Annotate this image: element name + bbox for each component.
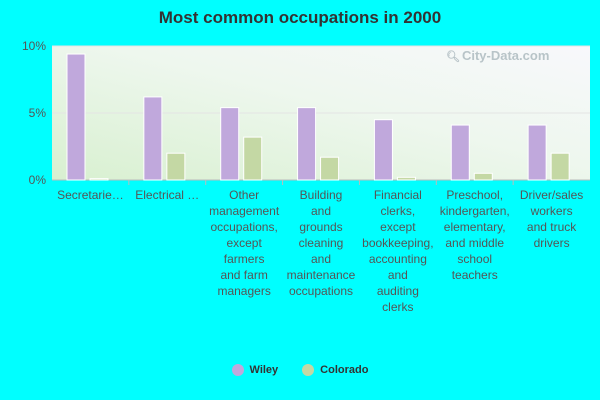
bar-wiley	[220, 107, 240, 181]
x-category-label: Preschool, kindergarten, elementary, and mi…	[440, 188, 510, 282]
legend-item-colorado[interactable]: Colorado	[302, 364, 368, 376]
legend-swatch-colorado	[302, 364, 315, 376]
bar-colorado	[243, 136, 263, 181]
x-category-label: Electrical …	[135, 188, 199, 202]
bar-wiley	[373, 119, 393, 181]
legend-swatch-wiley	[231, 364, 244, 376]
bar-colorado	[473, 172, 493, 181]
watermark-text: City-Data.com	[461, 48, 550, 63]
legend-item-wiley[interactable]: Wiley	[231, 364, 279, 376]
x-category-label: Financial clerks, except bookkeeping, accoun…	[362, 188, 433, 314]
x-category-label: Building and grounds cleaning and maintenance…	[287, 188, 356, 298]
bar-wiley	[66, 53, 86, 181]
bar-colorado	[396, 176, 416, 181]
y-tick-label: 5%	[29, 106, 47, 120]
legend-label-wiley: Wiley	[249, 364, 279, 376]
x-category-label: Driver/sales workers and truck drivers	[520, 188, 583, 250]
y-tick-label: 0%	[29, 173, 47, 187]
bar-wiley	[527, 124, 547, 181]
legend: Wiley Colorado	[0, 364, 600, 376]
bar-colorado	[550, 152, 570, 181]
x-category-label: Other management occupations, except farmers…	[209, 188, 280, 298]
bar-wiley	[297, 107, 317, 181]
bar-colorado	[166, 152, 186, 181]
magnifier-icon: 🔍︎	[446, 51, 460, 63]
y-tick-label: 10%	[22, 39, 46, 53]
bar-wiley	[450, 124, 470, 181]
chart-title: Most common occupations in 2000	[158, 8, 442, 27]
bar-colorado	[89, 178, 109, 181]
watermark: 🔍︎ City-Data.com	[446, 48, 549, 63]
x-category-label: Secretarie…	[57, 188, 124, 202]
bar-wiley	[143, 96, 163, 181]
bar-colorado	[320, 156, 340, 181]
legend-label-colorado: Colorado	[320, 364, 369, 376]
